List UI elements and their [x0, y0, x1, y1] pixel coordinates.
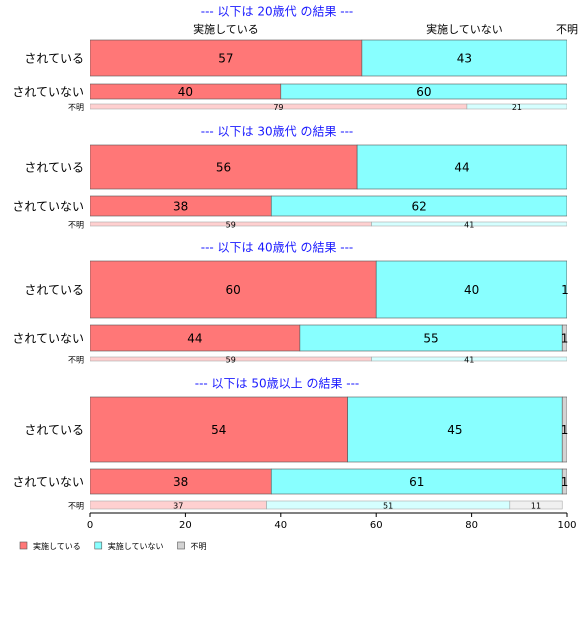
x-tick-label: 40 [274, 520, 287, 531]
bar-segment [299, 324, 563, 352]
data-label: 37 [173, 502, 183, 511]
row-label: されていない [12, 85, 84, 99]
data-label: 38 [173, 475, 188, 489]
data-label: 41 [464, 356, 474, 365]
bar-segment [371, 356, 567, 362]
panel-title: --- 以下は 20歳代 の結果 --- [201, 5, 354, 19]
data-label: 61 [409, 475, 424, 489]
row-label: 不明 [68, 221, 84, 230]
row-label: されている [24, 423, 84, 437]
panel-title: --- 以下は 40歳代 の結果 --- [201, 241, 354, 255]
legend-label: 実施している [33, 541, 81, 551]
bar-segment [270, 195, 567, 217]
data-label: 1 [561, 283, 569, 297]
panel-title: --- 以下は 30歳代 の結果 --- [201, 125, 354, 139]
data-label: 45 [447, 423, 462, 437]
data-label: 44 [454, 161, 469, 175]
data-label: 62 [411, 200, 426, 214]
data-label: 41 [464, 221, 474, 230]
legend-swatch [94, 541, 103, 550]
bar-segment [509, 500, 563, 510]
data-label: 55 [423, 332, 438, 346]
data-label: 21 [512, 103, 522, 112]
x-tick-label: 60 [370, 520, 383, 531]
data-label: 54 [211, 423, 226, 437]
bar-segment [90, 260, 377, 319]
legend-label: 実施していない [108, 541, 164, 551]
data-label: 38 [173, 200, 188, 214]
bar-segment [356, 144, 567, 190]
bar-segment [90, 468, 272, 495]
data-label: 44 [187, 332, 202, 346]
data-label: 1 [561, 423, 569, 437]
bar-segment [280, 83, 567, 100]
row-label: されている [24, 161, 84, 175]
data-label: 11 [531, 502, 541, 511]
bar-segment [371, 221, 567, 227]
column-header: 実施していない [426, 22, 503, 36]
x-tick-label: 80 [465, 520, 478, 531]
data-label: 1 [561, 475, 569, 489]
legend-label: 不明 [191, 542, 207, 551]
data-label: 1 [561, 332, 569, 346]
data-label: 79 [273, 103, 283, 112]
bar-segment [561, 324, 567, 352]
row-label: 不明 [68, 502, 84, 511]
legend-swatch [19, 541, 28, 550]
row-label: されている [24, 52, 84, 66]
column-header: 不明 [556, 23, 578, 36]
bar-segment [90, 39, 363, 77]
data-label: 59 [226, 221, 236, 230]
bar-segment [347, 396, 563, 463]
row-label: 不明 [68, 356, 84, 365]
row-label: されていない [12, 475, 84, 489]
bar-segment [561, 396, 567, 463]
x-tick-label: 100 [557, 520, 576, 531]
legend-swatch [177, 541, 185, 550]
data-label: 57 [218, 52, 233, 66]
data-label: 40 [178, 85, 193, 99]
data-label: 60 [416, 85, 431, 99]
bar-segment [561, 468, 567, 495]
row-label: されていない [12, 200, 84, 214]
bar-segment [90, 324, 301, 352]
plot-area [90, 39, 567, 510]
row-label: されている [24, 283, 84, 297]
bar-segment [90, 144, 358, 190]
column-header: 実施している [193, 22, 259, 36]
bar-segment [270, 468, 563, 495]
x-tick-label: 0 [87, 520, 93, 531]
data-label: 51 [383, 502, 393, 511]
data-label: 56 [216, 161, 231, 175]
bar-segment [466, 103, 567, 110]
panel-title: --- 以下は 50歳以上 の結果 --- [195, 377, 360, 391]
data-label: 40 [464, 283, 479, 297]
bar-segment [361, 39, 567, 77]
x-tick-label: 20 [179, 520, 192, 531]
row-label: 不明 [68, 103, 84, 112]
data-label: 60 [225, 283, 240, 297]
data-label: 43 [457, 52, 472, 66]
row-label: されていない [12, 332, 84, 346]
bar-segment [375, 260, 567, 319]
data-label: 59 [226, 356, 236, 365]
